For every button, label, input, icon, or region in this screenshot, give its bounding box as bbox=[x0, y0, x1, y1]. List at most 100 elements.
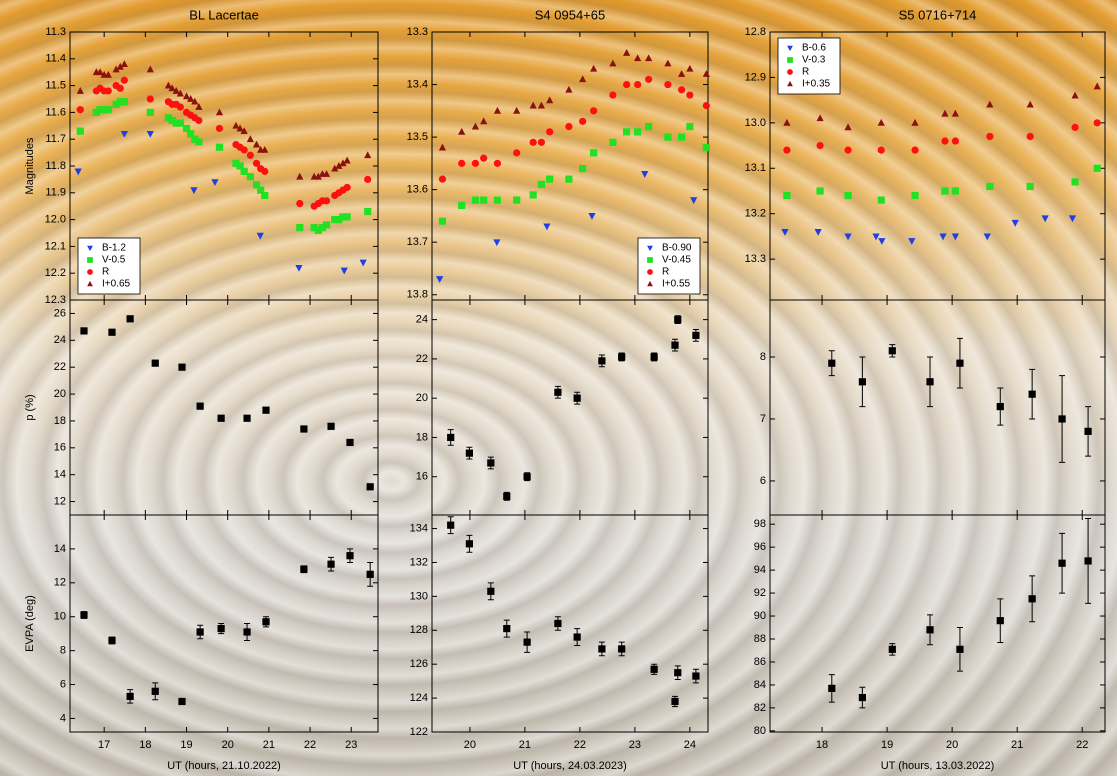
y-tick-label: 12.8 bbox=[745, 26, 766, 38]
data-point bbox=[108, 637, 115, 644]
y-tick-label: 6 bbox=[760, 475, 766, 487]
data-point bbox=[1094, 83, 1101, 90]
x-tick-label: 22 bbox=[1076, 739, 1088, 751]
x-tick-label: 24 bbox=[684, 739, 696, 751]
data-point bbox=[177, 103, 184, 110]
data-point bbox=[911, 192, 918, 199]
data-point bbox=[651, 666, 658, 673]
data-point bbox=[195, 117, 202, 124]
data-point bbox=[117, 85, 124, 92]
data-point bbox=[1012, 220, 1019, 227]
data-point bbox=[147, 95, 154, 102]
data-point bbox=[690, 197, 697, 204]
data-point bbox=[952, 110, 959, 117]
y-tick-label: 24 bbox=[416, 314, 428, 326]
data-point bbox=[651, 353, 658, 360]
y-tick-label: 18 bbox=[54, 415, 66, 427]
data-point bbox=[513, 107, 520, 114]
data-point bbox=[878, 196, 885, 203]
data-point bbox=[530, 102, 537, 109]
data-point bbox=[108, 329, 115, 336]
data-point bbox=[524, 473, 531, 480]
data-point bbox=[997, 403, 1004, 410]
data-point bbox=[1094, 165, 1101, 172]
x-tick-label: 18 bbox=[139, 739, 151, 751]
data-point bbox=[178, 698, 185, 705]
data-point bbox=[439, 176, 446, 183]
data-point bbox=[466, 450, 473, 457]
legend-label: R bbox=[662, 267, 669, 278]
data-point bbox=[623, 81, 630, 88]
data-point bbox=[503, 493, 510, 500]
data-point bbox=[261, 192, 268, 199]
data-point bbox=[889, 347, 896, 354]
data-point bbox=[121, 98, 128, 105]
data-point bbox=[692, 332, 699, 339]
data-point bbox=[926, 378, 933, 385]
data-point bbox=[218, 625, 225, 632]
data-point bbox=[241, 168, 248, 175]
data-point bbox=[618, 353, 625, 360]
data-point bbox=[889, 646, 896, 653]
data-point bbox=[494, 107, 501, 114]
data-point bbox=[609, 139, 616, 146]
data-point bbox=[80, 611, 87, 618]
data-point bbox=[634, 81, 641, 88]
data-point bbox=[554, 620, 561, 627]
y-tick-label: 4 bbox=[60, 712, 66, 724]
data-point bbox=[645, 76, 652, 83]
data-point bbox=[574, 395, 581, 402]
y-tick-label: 20 bbox=[54, 388, 66, 400]
data-point bbox=[565, 176, 572, 183]
x-tick-label: 23 bbox=[345, 739, 357, 751]
legend-marker bbox=[787, 69, 793, 75]
data-point bbox=[538, 102, 545, 109]
data-point bbox=[360, 260, 367, 267]
data-point bbox=[783, 147, 790, 154]
y-tick-label: 12 bbox=[54, 495, 66, 507]
y-tick-label: 8 bbox=[760, 351, 766, 363]
data-point bbox=[783, 192, 790, 199]
data-point bbox=[645, 54, 652, 61]
data-point bbox=[296, 173, 303, 180]
x-tick-label: 17 bbox=[98, 739, 110, 751]
data-point bbox=[472, 123, 479, 130]
legend-marker bbox=[87, 257, 93, 263]
data-point bbox=[247, 135, 254, 142]
data-point bbox=[197, 403, 204, 410]
data-point bbox=[1029, 391, 1036, 398]
legend-label: I+0.65 bbox=[102, 279, 131, 290]
data-point bbox=[590, 107, 597, 114]
data-point bbox=[538, 181, 545, 188]
data-point bbox=[609, 91, 616, 98]
data-point bbox=[327, 423, 334, 430]
x-tick-label: 20 bbox=[464, 739, 476, 751]
data-point bbox=[952, 137, 959, 144]
data-point bbox=[247, 152, 254, 159]
data-point bbox=[77, 106, 84, 113]
data-point bbox=[1084, 428, 1091, 435]
y-tick-label: 10 bbox=[54, 611, 66, 623]
data-point bbox=[590, 65, 597, 72]
plot-frame bbox=[770, 300, 1105, 515]
y-tick-label: 13.3 bbox=[745, 253, 766, 265]
data-point bbox=[247, 173, 254, 180]
y-tick-label: 20 bbox=[416, 392, 428, 404]
data-point bbox=[105, 106, 112, 113]
data-point bbox=[543, 224, 550, 231]
data-point bbox=[243, 628, 250, 635]
data-point bbox=[121, 131, 128, 138]
data-point bbox=[703, 70, 710, 77]
data-point bbox=[671, 342, 678, 349]
data-point bbox=[609, 60, 616, 67]
data-point bbox=[664, 60, 671, 67]
x-tick-label: 21 bbox=[1011, 739, 1023, 751]
data-point bbox=[1071, 124, 1078, 131]
data-point bbox=[815, 229, 822, 236]
data-point bbox=[686, 123, 693, 130]
data-point bbox=[1071, 92, 1078, 99]
data-point bbox=[494, 197, 501, 204]
data-point bbox=[1058, 560, 1065, 567]
data-point bbox=[524, 639, 531, 646]
data-point bbox=[956, 360, 963, 367]
